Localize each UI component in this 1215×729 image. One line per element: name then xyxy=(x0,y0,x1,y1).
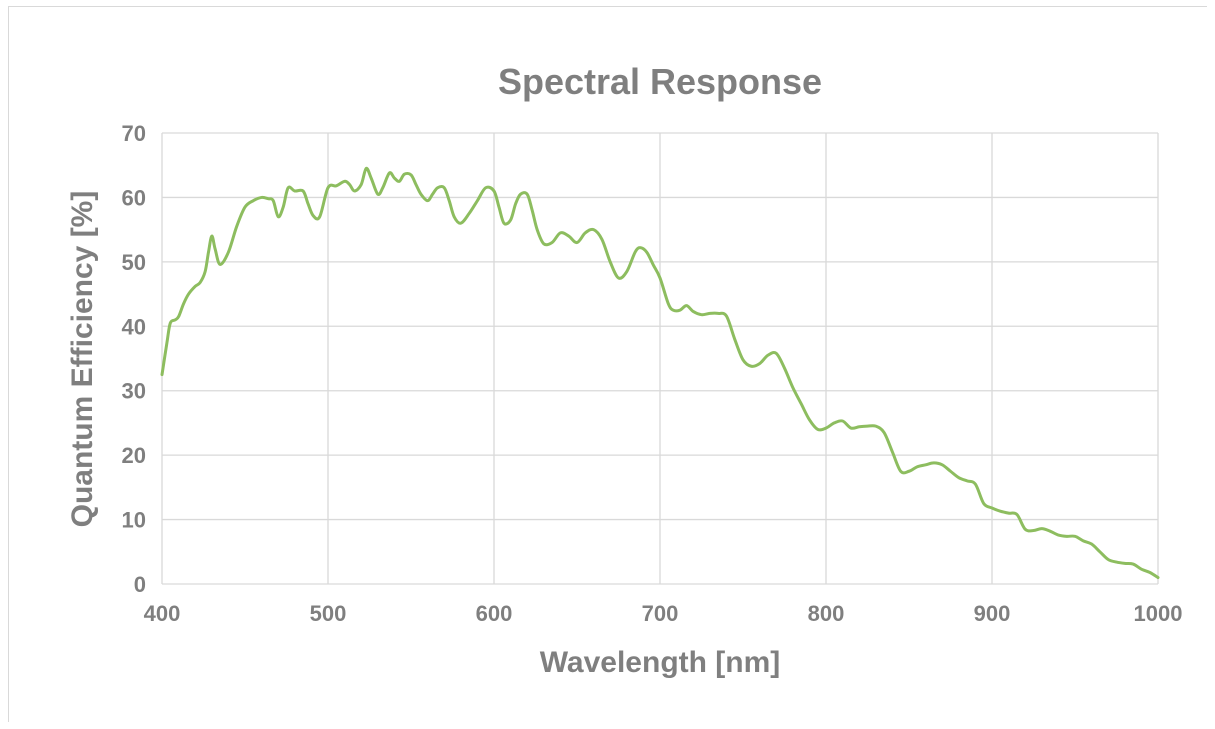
chart-frame xyxy=(8,6,1207,722)
tick-labels: 0 10 20 30 40 50 60 70 400 500 600 700 800 900 1000 xyxy=(122,121,1183,626)
x-axis-title: Wavelength [nm] xyxy=(540,646,781,679)
data-series-layer xyxy=(160,166,1160,580)
x-tick-label: 500 xyxy=(310,601,347,626)
y-tick-label: 10 xyxy=(122,508,146,533)
y-axis-title: Quantum Efficiency [%] xyxy=(66,191,99,528)
y-tick-label: 50 xyxy=(122,250,146,275)
y-tick-label: 70 xyxy=(122,121,146,146)
x-tick-label: 800 xyxy=(808,601,845,626)
x-tick-label: 700 xyxy=(642,601,679,626)
chart-title: Spectral Response xyxy=(498,61,822,102)
y-tick-label: 30 xyxy=(122,379,146,404)
y-tick-label: 60 xyxy=(122,185,146,210)
x-tick-label: 600 xyxy=(476,601,513,626)
y-tick-label: 40 xyxy=(122,314,146,339)
grid-lines xyxy=(161,132,1159,585)
y-tick-label: 20 xyxy=(122,443,146,468)
x-tick-label: 1000 xyxy=(1134,601,1183,626)
y-tick-label: 0 xyxy=(134,572,146,597)
x-tick-label: 900 xyxy=(974,601,1011,626)
quantum-efficiency-line xyxy=(160,166,1160,580)
x-tick-label: 400 xyxy=(144,601,181,626)
